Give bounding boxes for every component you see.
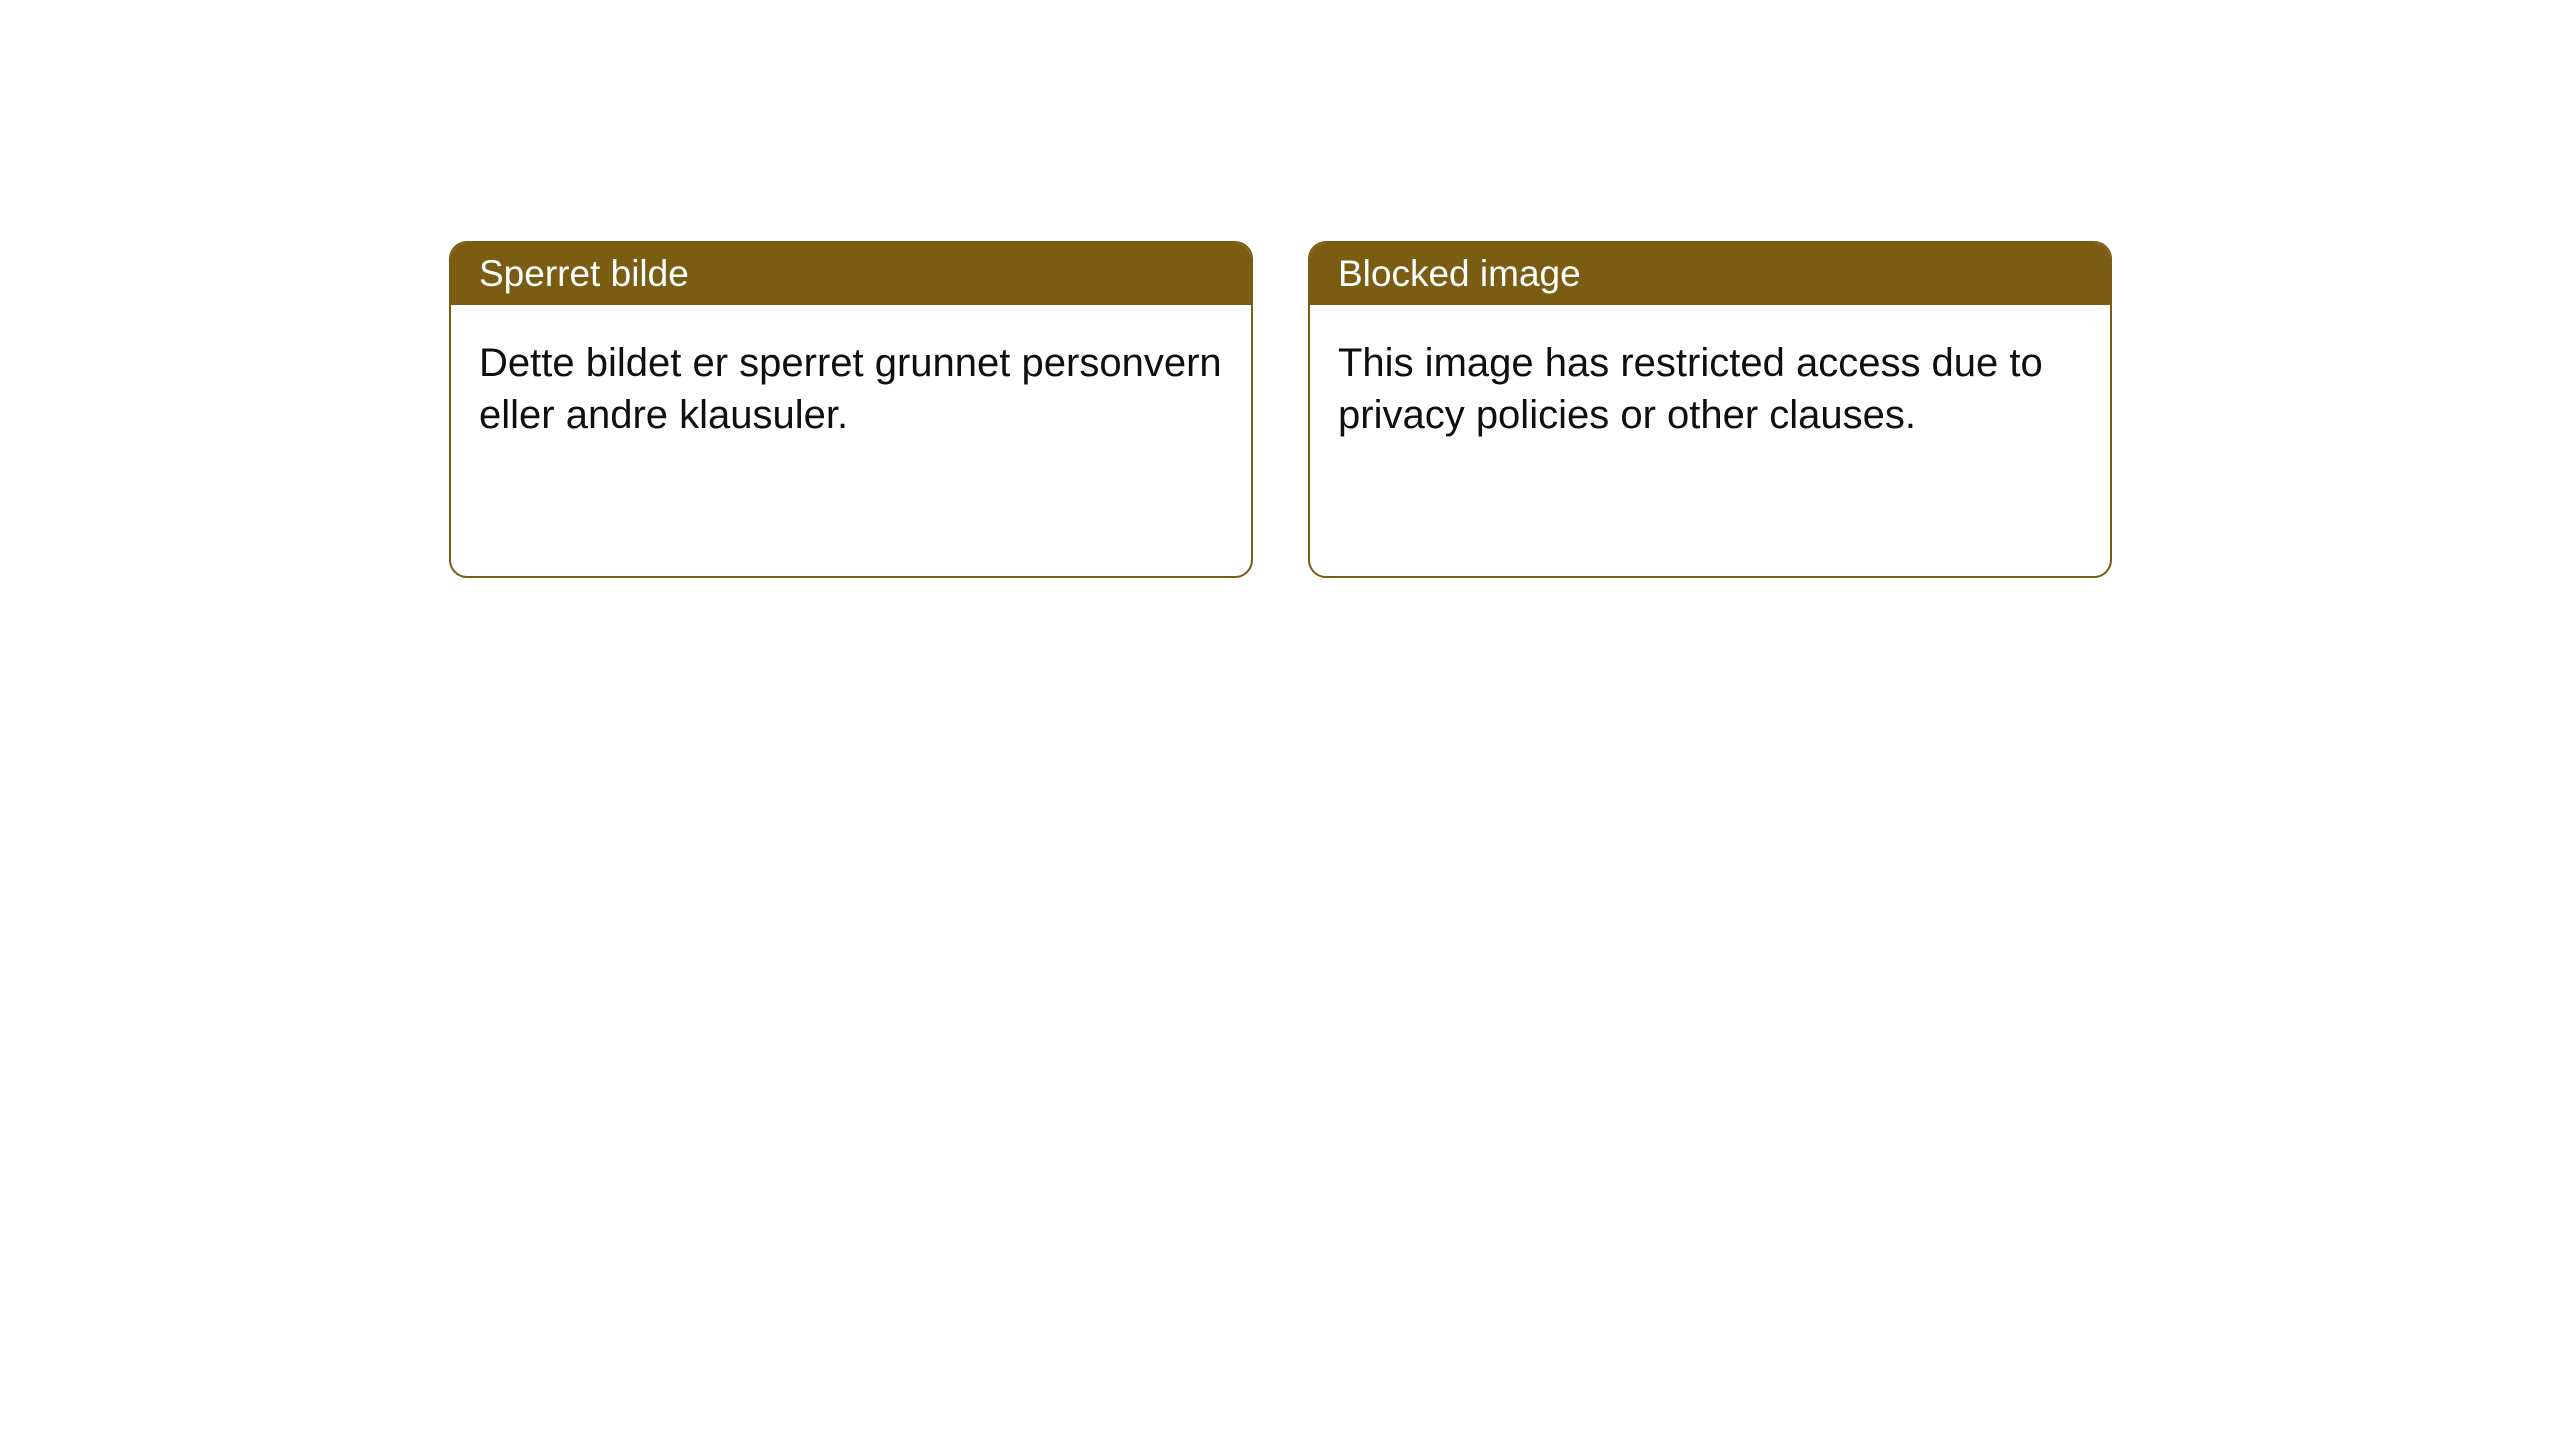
notice-body-english: This image has restricted access due to … <box>1310 305 2110 473</box>
notice-container: Sperret bilde Dette bildet er sperret gr… <box>449 241 2112 578</box>
notice-text-norwegian: Dette bildet er sperret grunnet personve… <box>479 341 1222 437</box>
notice-card-norwegian: Sperret bilde Dette bildet er sperret gr… <box>449 241 1253 578</box>
notice-title-norwegian: Sperret bilde <box>479 253 689 295</box>
notice-text-english: This image has restricted access due to … <box>1338 341 2043 437</box>
notice-header-english: Blocked image <box>1310 243 2110 305</box>
notice-body-norwegian: Dette bildet er sperret grunnet personve… <box>451 305 1251 473</box>
notice-header-norwegian: Sperret bilde <box>451 243 1251 305</box>
notice-title-english: Blocked image <box>1338 253 1581 295</box>
notice-card-english: Blocked image This image has restricted … <box>1308 241 2112 578</box>
